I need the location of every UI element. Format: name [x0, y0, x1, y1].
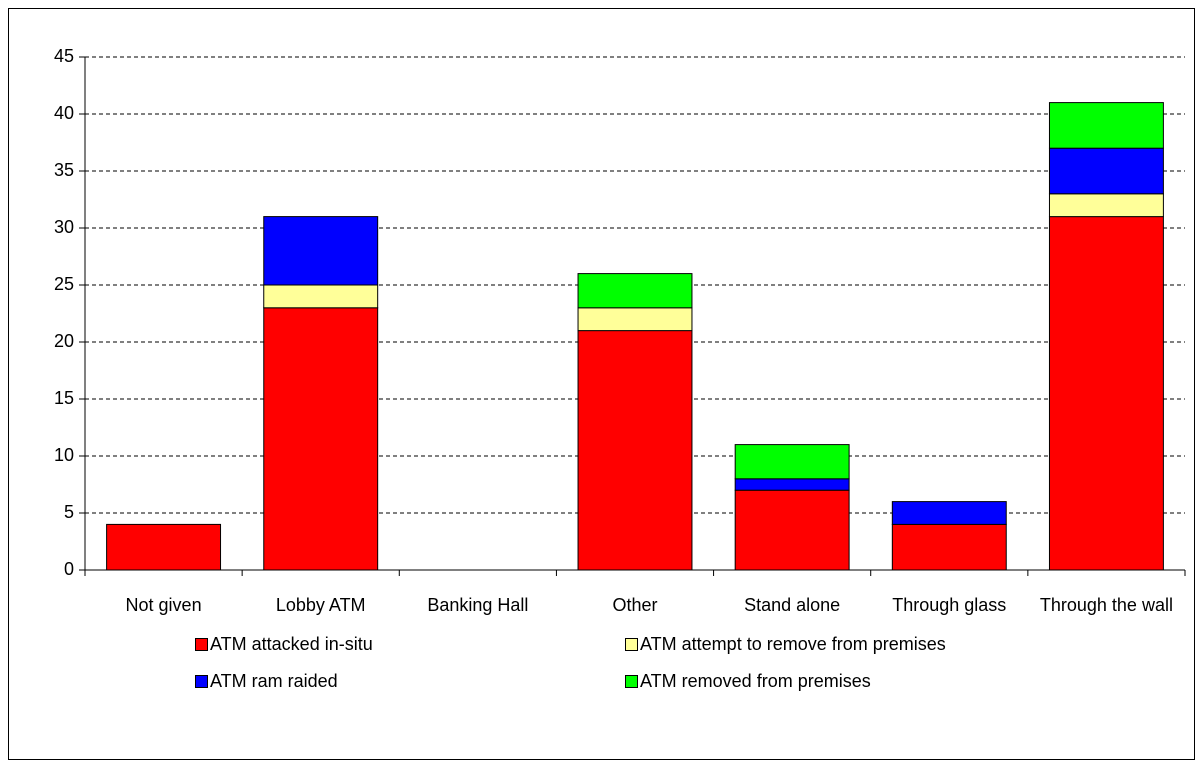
legend-label: ATM attempt to remove from premises [640, 634, 946, 654]
bar-segment [1048, 193, 1164, 218]
x-tick-label: Stand alone [744, 595, 841, 615]
y-tick-label: 45 [54, 46, 74, 66]
x-tick-label: Banking Hall [427, 595, 529, 615]
legend-swatch [625, 675, 638, 688]
legend-label: ATM attacked in-situ [210, 634, 373, 654]
bar-segment [1048, 102, 1164, 149]
bar-segment [106, 523, 222, 571]
bar-segment [263, 307, 379, 571]
bar-segment [263, 216, 379, 286]
legend-swatch [625, 638, 638, 651]
bar-segment [891, 523, 1007, 571]
x-tick-label: Through the wall [1039, 595, 1173, 615]
x-tick-label: Other [612, 595, 658, 615]
legend-swatch [195, 675, 208, 688]
y-tick-label: 20 [54, 331, 74, 351]
y-tick-label: 40 [54, 103, 74, 123]
x-tick-label: Lobby ATM [275, 595, 366, 615]
bar-segment [263, 284, 379, 309]
bar-segment [1048, 147, 1164, 195]
bar-segment [577, 307, 693, 332]
y-tick-label: 25 [54, 274, 74, 294]
legend-swatch [195, 638, 208, 651]
bar-segment [577, 330, 693, 571]
bar-segment [891, 501, 1007, 525]
y-tick-label: 15 [54, 388, 74, 408]
y-tick-label: 30 [54, 217, 74, 237]
y-tick-label: 5 [64, 502, 74, 522]
y-tick-label: 0 [64, 559, 74, 579]
bar-segment [1048, 216, 1164, 571]
bar-segment [734, 478, 850, 491]
x-tick-label: Not given [125, 595, 202, 615]
bar-segment [577, 273, 693, 309]
legend-label: ATM removed from premises [640, 671, 871, 691]
bar-segment [734, 444, 850, 480]
y-tick-label: 35 [54, 160, 74, 180]
legend-label: ATM ram raided [210, 671, 338, 691]
bar-segment [734, 489, 850, 571]
y-tick-label: 10 [54, 445, 74, 465]
x-tick-label: Through glass [892, 595, 1007, 615]
